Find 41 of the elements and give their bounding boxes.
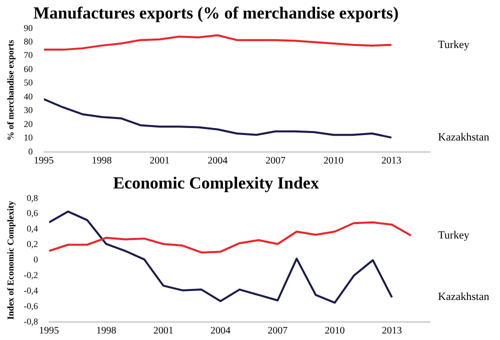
y-tick-label: 0 [34, 254, 39, 265]
x-tick-label: 1998 [96, 326, 116, 337]
y-tick-label: 60 [24, 64, 34, 74]
chart-title: Economic Complexity Index [113, 174, 320, 193]
y-tick-label: 0,8 [26, 192, 39, 203]
y-tick-label: -0,8 [24, 316, 39, 326]
chart-title: Manufactures exports (% of merchandise exports) [33, 4, 399, 23]
x-tick-label: 2007 [268, 326, 288, 337]
y-tick-label: 90 [24, 22, 34, 33]
text: Kazakhstan [438, 131, 490, 144]
y-tick-label: -0,4 [24, 285, 39, 296]
x-tick-label: 1995 [34, 156, 54, 167]
x-tick-label: 2004 [208, 156, 228, 167]
y-tick-label: -0,2 [24, 270, 38, 280]
x-tick-label: 2013 [382, 326, 402, 337]
y-axis-title: % of merchandise exports [6, 39, 16, 140]
y-tick-label: 10 [24, 132, 34, 143]
y-tick-label: 50 [24, 78, 34, 88]
text: Turkey [438, 229, 470, 242]
y-tick-label: 0 [28, 146, 34, 156]
x-tick-label: 2007 [266, 156, 286, 167]
y-tick-label: 0,2 [26, 239, 38, 250]
text: Turkey [438, 38, 470, 51]
y-tick-label: 40 [24, 91, 34, 102]
y-tick-label: 0,4 [26, 224, 39, 234]
x-tick-label: 2001 [150, 156, 170, 167]
x-tick-label: 2001 [153, 326, 174, 337]
x-tick-label: 2010 [323, 156, 344, 167]
y-tick-label: 70 [24, 50, 34, 60]
x-tick-label: 1995 [39, 326, 60, 337]
x-tick-label: 2010 [324, 326, 345, 337]
y-axis-title: Index of Economic Complexity [6, 200, 16, 320]
x-tick-label: 2013 [381, 156, 402, 167]
x-tick-label: 1998 [92, 156, 112, 167]
y-tick-label: 20 [24, 118, 34, 129]
y-tick-label: -0,6 [24, 300, 39, 311]
y-tick-label: 0,6 [26, 208, 39, 218]
y-tick-label: 80 [24, 36, 34, 46]
text: Kazakhstan [438, 291, 490, 304]
x-tick-label: 2004 [210, 326, 230, 337]
y-tick-label: 30 [24, 105, 34, 116]
